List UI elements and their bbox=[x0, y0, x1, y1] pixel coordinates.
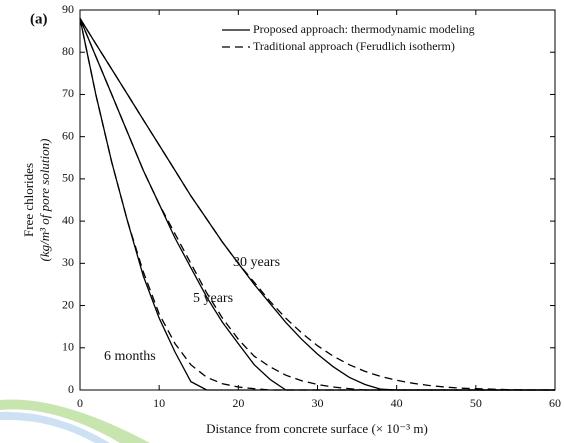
x-tick-label: 40 bbox=[391, 396, 403, 410]
y-tick-label: 50 bbox=[62, 171, 74, 185]
curve bbox=[79, 18, 555, 391]
legend-label: Traditional approach (Ferudlich isotherm… bbox=[253, 39, 455, 53]
panel-label: (a) bbox=[30, 11, 48, 27]
curve-label: 6 months bbox=[104, 349, 156, 364]
x-tick-label: 50 bbox=[470, 396, 482, 410]
y-tick-label: 10 bbox=[62, 340, 74, 354]
curve bbox=[79, 18, 555, 391]
x-tick-label: 30 bbox=[312, 396, 324, 410]
x-tick-label: 20 bbox=[232, 396, 244, 410]
x-axis-label: Distance from concrete surface (× 10⁻³ m… bbox=[206, 421, 428, 436]
curve bbox=[79, 18, 555, 391]
y-tick-label: 20 bbox=[62, 297, 74, 311]
curve bbox=[79, 18, 555, 391]
curve bbox=[79, 18, 555, 391]
decoration bbox=[0, 411, 110, 443]
x-tick-label: 60 bbox=[549, 396, 561, 410]
legend-label: Proposed approach: thermodynamic modelin… bbox=[253, 22, 475, 36]
y-tick-label: 70 bbox=[62, 86, 74, 100]
curve-label: 30 years bbox=[233, 255, 280, 270]
y-tick-label: 0 bbox=[68, 382, 74, 396]
curve-label: 5 years bbox=[193, 291, 233, 306]
x-tick-label: 10 bbox=[153, 396, 165, 410]
y-tick-label: 40 bbox=[62, 213, 74, 227]
y-axis-label: Free chlorides bbox=[21, 163, 36, 237]
plot-frame bbox=[79, 9, 556, 391]
y-tick-label: 80 bbox=[62, 44, 74, 58]
y-tick-label: 90 bbox=[62, 2, 74, 16]
curve bbox=[79, 18, 555, 391]
decoration bbox=[0, 399, 150, 443]
y-axis-label: (kg/m³ of pore solution) bbox=[37, 139, 52, 262]
y-tick-label: 30 bbox=[62, 255, 74, 269]
y-tick-label: 60 bbox=[62, 128, 74, 142]
x-tick-label: 0 bbox=[77, 396, 83, 410]
